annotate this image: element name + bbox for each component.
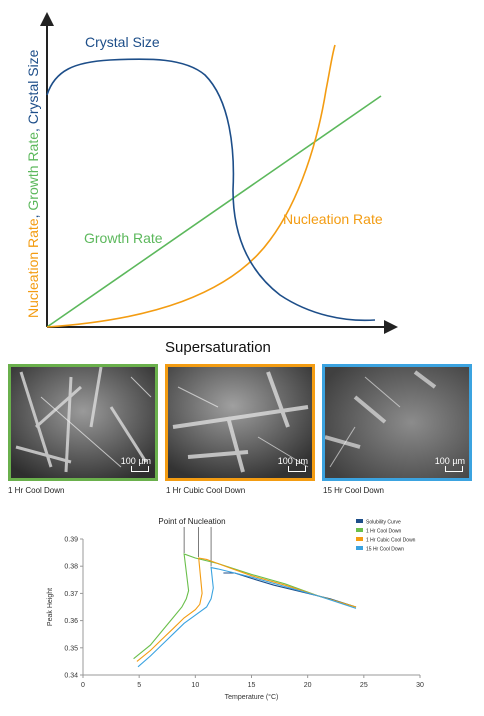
x-tick-label: 10 xyxy=(191,682,199,689)
y-tick-label: 0.35 xyxy=(64,645,78,652)
scale-bar-label: 100 µm xyxy=(277,456,308,466)
x-axis-title: Temperature (°C) xyxy=(225,693,279,701)
y-axis-label-part: , xyxy=(25,211,41,219)
y-tick-label: 0.36 xyxy=(64,618,78,625)
y-axis-label-part: , xyxy=(25,124,41,132)
peak-height-chart: 0 5 10 15 20 25 30 0.34 0.35 0.36 0.37 0.38 0.39 Temp… xyxy=(47,517,424,701)
crystal-size-label: Crystal Size xyxy=(85,34,160,50)
x-axis-arrow xyxy=(384,320,398,334)
photo-1hr-cubic-cool-down: 100 µm xyxy=(165,364,315,481)
growth-rate-label: Growth Rate xyxy=(84,230,163,246)
crystal-photo-image xyxy=(11,367,155,478)
y-axis-label-part: Crystal Size xyxy=(25,49,41,124)
scale-bar xyxy=(445,466,463,472)
y-axis-title: Peak Height xyxy=(47,588,54,626)
nucleation-annotation: Point of Nucleation xyxy=(158,517,225,526)
y-axis-label-part: Nucleation Rate xyxy=(25,218,41,318)
series-line-15-hr-cool-down xyxy=(137,566,357,668)
x-tick-label: 0 xyxy=(81,682,85,689)
y-tick-label: 0.39 xyxy=(64,537,78,544)
photo-caption-15hr: 15 Hr Cool Down xyxy=(323,486,384,495)
nucleation-rate-label: Nucleation Rate xyxy=(283,211,383,227)
legend-swatch xyxy=(356,546,363,550)
supersaturation-diagram: Crystal Size Growth Rate Nucleation Rate… xyxy=(25,12,398,356)
series-line-1-hr-cool-down xyxy=(133,553,357,660)
crystal-photo-image xyxy=(168,367,312,478)
y-tick-label: 0.37 xyxy=(64,591,78,598)
legend-swatch xyxy=(356,537,363,541)
y-axis-label: Nucleation Rate, Growth Rate, Crystal Si… xyxy=(25,49,41,318)
legend-label: 1 Hr Cool Down xyxy=(366,529,402,535)
legend-label: 15 Hr Cool Down xyxy=(366,547,404,553)
legend-swatch xyxy=(356,528,363,532)
legend-swatch xyxy=(356,519,363,523)
scale-bar xyxy=(288,466,306,472)
legend-label: Solubility Curve xyxy=(366,520,401,526)
crystal-size-curve xyxy=(46,58,376,322)
y-tick-label: 0.34 xyxy=(64,673,78,680)
scale-bar-label: 100 µm xyxy=(434,456,465,466)
x-tick-label: 5 xyxy=(137,682,141,689)
photo-caption-1hr: 1 Hr Cool Down xyxy=(8,486,65,495)
crystal-photo-image xyxy=(325,367,469,478)
x-tick-label: 20 xyxy=(304,682,312,689)
scale-bar-label: 100 µm xyxy=(120,456,151,466)
x-tick-label: 25 xyxy=(360,682,368,689)
x-axis-label: Supersaturation xyxy=(165,339,271,356)
series-line-1-hr-cubic-cool-down xyxy=(136,557,357,662)
y-tick-label: 0.38 xyxy=(64,564,78,571)
photo-caption-1hr-cubic: 1 Hr Cubic Cool Down xyxy=(166,486,246,495)
photo-1hr-cool-down: 100 µm xyxy=(8,364,158,481)
y-axis-arrow xyxy=(40,12,54,26)
photo-15hr-cool-down: 100 µm xyxy=(322,364,472,481)
y-axis-label-part: Growth Rate xyxy=(25,132,41,211)
legend-label: 1 Hr Cubic Cool Down xyxy=(366,538,416,544)
growth-rate-line xyxy=(46,95,382,328)
scale-bar xyxy=(131,466,149,472)
x-tick-label: 15 xyxy=(248,682,256,689)
x-tick-label: 30 xyxy=(416,682,424,689)
nucleation-rate-curve xyxy=(46,44,336,328)
